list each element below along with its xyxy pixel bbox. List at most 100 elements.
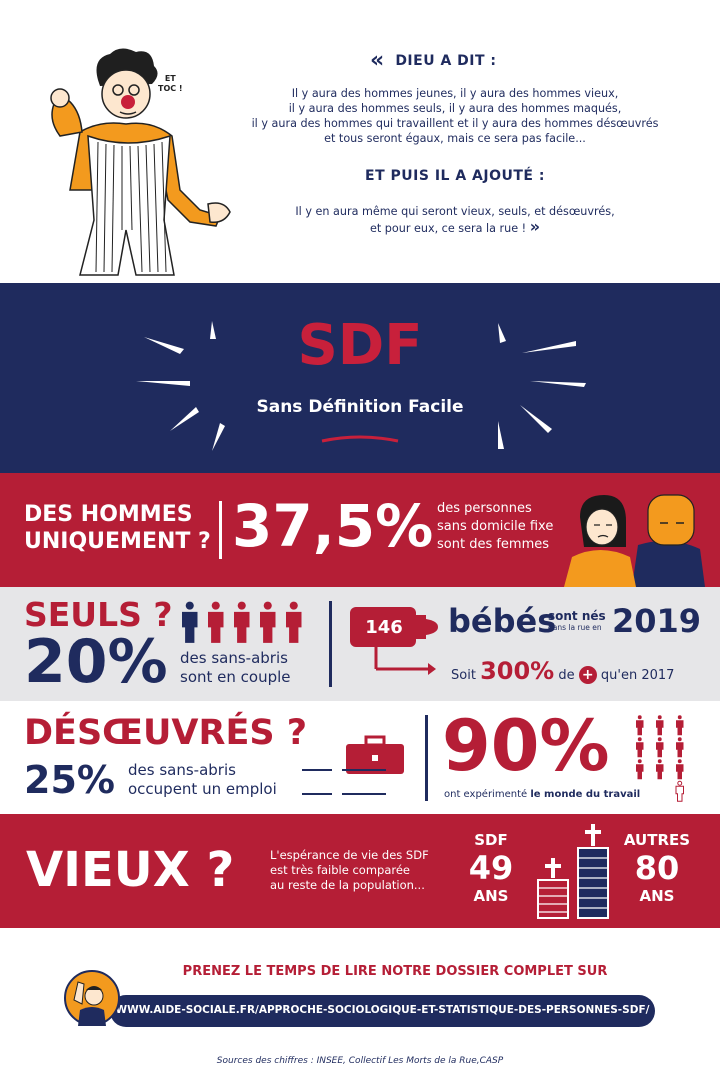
quote-heading-2: ET PUIS IL A AJOUTÉ : [365,168,545,184]
sdf-age-block: SDF 49 ANS [466,830,516,906]
big-percent: 90% [442,705,610,787]
quote-line-text: et pour eux, ce sera la rue ! [369,222,527,235]
person-icon [208,601,224,643]
person-icon [656,737,664,758]
speech-line-1: ET [164,74,176,83]
vieux-desc-line: L'espérance de vie des SDF [270,848,429,862]
quote-line: et tous seront égaux, mais ce sera pas f… [324,132,586,145]
babies-label: bébés [448,602,557,640]
person-icon [260,601,276,643]
de-label: de [558,668,575,683]
quote-heading-1: « DIEU A DIT : [370,48,497,73]
close-quote-icon: » [529,217,541,236]
increase-value: 300% [480,657,555,685]
desoeuvres-section: DÉSŒUVRÉS ? 25% des sans-abris occupent … [0,701,720,814]
worker-icons [636,715,684,802]
hommes-label-line2: UNIQUEMENT ? [24,529,211,554]
quote-body-2: Il y en aura même qui seront vieux, seul… [220,204,690,236]
dash-line [342,793,386,795]
sdf-subtitle: Sans Définition Facile [256,397,464,417]
quote-line: Il y aura des hommes jeunes, il y aura d… [291,87,619,100]
person-icon [676,737,684,758]
sources-text: Sources des chiffres : INSEE, Collectif … [216,1056,504,1066]
hommes-percent: 37,5% [232,492,434,560]
hommes-desc-line: sont des femmes [437,537,550,552]
dossier-url[interactable]: WWW.AIDE-SOCIALE.FR/APPROCHE-SOCIOLOGIQU… [115,1004,650,1016]
hommes-desc-line: des personnes [437,501,532,516]
desoeuvres-percent: 25% [24,758,115,802]
sdf-section: SDF Sans Définition Facile [0,283,720,473]
sdf-title: SDF [297,313,423,378]
desoeuvres-desc: des sans-abris occupent un emploi [128,761,277,799]
quote-body-1: Il y aura des hommes jeunes, il y aura d… [220,86,690,146]
seuls-desc-line: des sans-abris [180,649,288,667]
bottle-value: 146 [365,617,403,638]
others-age-block: AUTRES 80 ANS [618,830,696,906]
seuls-desc-line: sont en couple [180,668,291,686]
seuls-desc: des sans-abris sont en couple [180,649,291,687]
person-icon [676,759,684,780]
person-icon [675,780,684,802]
briefcase-icon [346,735,404,774]
quote-line: il y aura des hommes seuls, il y aura de… [288,102,622,115]
vieux-label: VIEUX ? [26,842,235,898]
person-icon [636,715,644,736]
quote-heading-1-text: DIEU A DIT : [395,52,497,69]
others-age-value: 80 [634,849,680,887]
hommes-desc-line: sans domicile fixe [437,519,554,534]
sdf-age-label: SDF [474,831,508,849]
person-icon [286,601,302,643]
since-label: qu'en 2017 [600,668,675,683]
person-icon [636,759,644,780]
plus-icon: + [578,666,597,684]
seuls-label: SEULS ? [24,595,173,634]
person-icon [676,715,684,736]
person-icon [636,737,644,758]
dash-line [302,769,332,771]
seuls-percent: 20% [24,627,168,697]
others-age-unit: ANS [639,887,675,905]
vieux-desc: L'espérance de vie des SDF est très faib… [270,848,429,893]
dossier-link[interactable]: WWW.AIDE-SOCIALE.FR/APPROCHE-SOCIOLOGIQU… [110,995,655,1027]
soit-label: Soit [451,668,476,683]
quote-line: il y aura des hommes qui travaillent et … [251,117,659,130]
baby-bottle-icon [350,607,438,675]
dash-line [342,769,386,771]
others-age-label: AUTRES [623,831,691,849]
person-icon [234,601,250,643]
born-line2: dans la rue en [548,623,602,632]
born-line1: sont nés [548,609,606,623]
person-icon [656,759,664,780]
experience-line: ont expérimenté le monde du travail [444,789,640,800]
hommes-desc: des personnes sans domicile fixe sont de… [437,500,553,554]
year: 2019 [612,602,702,640]
person-icon [182,601,198,643]
divider [219,501,222,559]
intro-section: ET TOC ! « DIEU A DIT : Il y aura des ho… [0,0,720,283]
desoeuvres-label: DÉSŒUVRÉS ? [24,713,308,753]
sdf-age-unit: ANS [473,887,509,905]
burst-decoration [136,321,586,451]
divider [425,715,428,801]
footer-section: PRENEZ LE TEMPS DE LIRE NOTRE DOSSIER CO… [0,928,720,1092]
speech-bubble: ET TOC ! [158,74,183,94]
open-quote-icon: « [370,48,385,73]
quote-line: Il y en aura même qui seront vieux, seul… [295,205,615,218]
hommes-label-line1: DES HOMMES [24,502,193,527]
clown-illustration [50,48,231,276]
hommes-label: DES HOMMES UNIQUEMENT ? [24,501,211,555]
sdf-age-value: 49 [468,849,514,887]
desoeuvres-desc-line: des sans-abris [128,761,236,779]
speech-line-2: TOC ! [158,84,183,93]
couple-illustration [564,494,705,587]
avatar-icon [64,970,120,1026]
experience-b: le monde du travail [530,789,641,800]
born-label: sont nés dans la rue en [548,609,606,633]
cta-text: PRENEZ LE TEMPS DE LIRE NOTRE DOSSIER CO… [182,964,608,979]
vieux-section: VIEUX ? L'espérance de vie des SDF est t… [0,814,720,928]
people-icons [182,601,302,643]
graves-icon [537,824,609,919]
vieux-desc-line: au reste de la population... [270,878,425,892]
person-icon [656,715,664,736]
seuls-section: SEULS ? 20% des sans-abris sont en coupl… [0,587,720,701]
